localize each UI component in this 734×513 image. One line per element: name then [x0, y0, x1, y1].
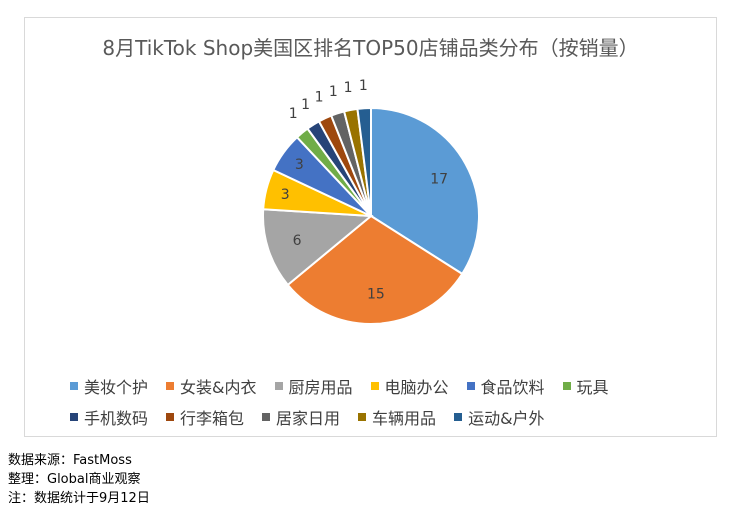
legend-item-10: 运动&户外	[454, 405, 545, 429]
pie-slice-2	[262, 208, 374, 287]
note-date: 注：数据统计于9月12日	[8, 491, 150, 506]
legend-swatch-8	[262, 412, 271, 421]
legend-swatch-7	[166, 412, 175, 421]
legend-label-7: 行李箱包	[180, 408, 245, 428]
legend-item-1: 女装&内衣	[166, 374, 257, 398]
data-label-10: 1	[359, 78, 368, 94]
legend-item-2: 厨房用品	[274, 374, 353, 398]
legend-item-0: 美妆个护	[70, 374, 148, 398]
legend-label-4: 食品饮料	[480, 377, 545, 397]
pie-slice-1	[286, 214, 464, 325]
data-label-2: 6	[293, 233, 302, 249]
data-label-5: 1	[289, 106, 298, 122]
source-notes: 数据来源：FastMoss 整理：Global商业观察 注：数据统计于9月12日	[8, 451, 150, 508]
data-label-8: 1	[329, 84, 338, 100]
legend-swatch-10	[454, 412, 463, 421]
legend-item-6: 手机数码	[70, 405, 148, 429]
chart-frame: 8月TikTok Shop美国区排名TOP50店铺品类分布（按销量） 17 15 6…	[24, 17, 717, 437]
data-label-7: 1	[315, 90, 324, 106]
data-label-9: 1	[344, 80, 353, 96]
legend-row-0: 美妆个护 女装&内衣 厨房用品 电脑办公 食品饮料 玩具	[70, 370, 690, 401]
legend-label-1: 女装&内衣	[180, 377, 257, 397]
legend-item-9: 车辆用品	[358, 405, 436, 429]
legend-label-0: 美妆个护	[84, 377, 149, 397]
legend-label-9: 车辆用品	[372, 408, 437, 428]
legend-item-7: 行李箱包	[166, 405, 244, 429]
legend-swatch-1	[166, 381, 175, 390]
legend-label-3: 电脑办公	[384, 377, 449, 397]
legend-swatch-2	[274, 381, 283, 390]
note-editor: 整理：Global商业观察	[8, 472, 141, 487]
legend-label-10: 运动&户外	[468, 408, 545, 428]
legend-item-8: 居家日用	[262, 405, 340, 429]
pie-slice-10	[356, 106, 372, 217]
data-label-0: 17	[430, 172, 448, 188]
data-label-3: 3	[281, 187, 290, 203]
legend-swatch-0	[70, 381, 78, 390]
legend-row-1: 手机数码 行李箱包 居家日用 车辆用品 运动&户外	[70, 401, 690, 432]
legend-item-5: 玩具	[562, 374, 609, 398]
legend-swatch-5	[562, 381, 571, 390]
legend-label-5: 玩具	[576, 377, 609, 397]
data-label-1: 15	[367, 287, 385, 303]
legend-label-8: 居家日用	[276, 408, 341, 428]
legend-label-2: 厨房用品	[288, 377, 353, 397]
chart-legend: 美妆个护 女装&内衣 厨房用品 电脑办公 食品饮料 玩具手机数码 行李箱包 居家日用 车辆用品 运…	[70, 370, 690, 432]
legend-item-3: 电脑办公	[370, 374, 449, 398]
legend-label-6: 手机数码	[84, 408, 149, 428]
legend-swatch-9	[358, 412, 367, 421]
data-label-4: 3	[295, 157, 304, 173]
legend-swatch-6	[70, 412, 78, 421]
legend-swatch-4	[466, 381, 475, 390]
data-label-6: 1	[301, 97, 310, 113]
legend-swatch-3	[370, 381, 379, 390]
legend-item-4: 食品饮料	[466, 374, 545, 398]
chart-title: 8月TikTok Shop美国区排名TOP50店铺品类分布（按销量）	[102, 36, 639, 60]
note-source: 数据来源：FastMoss	[8, 453, 132, 468]
